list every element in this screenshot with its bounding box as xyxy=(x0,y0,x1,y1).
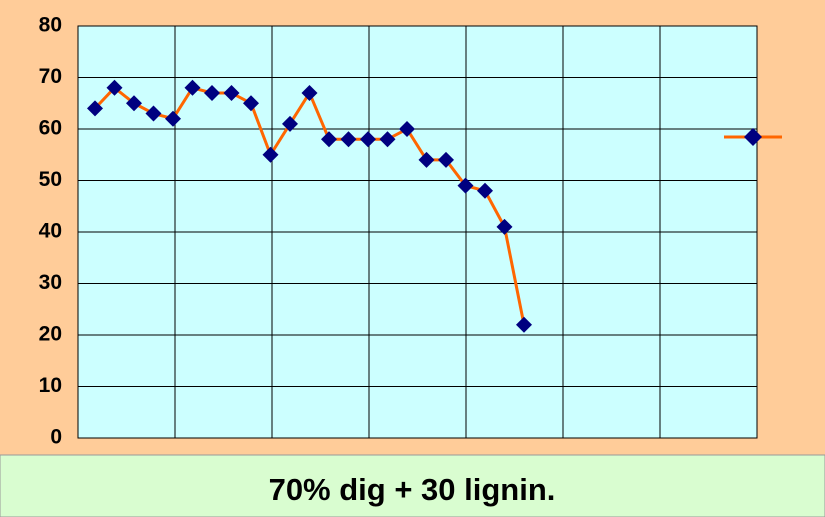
y-tick-label: 80 xyxy=(39,14,62,37)
marker xyxy=(145,105,162,122)
y-tick-label: 60 xyxy=(39,117,62,140)
marker xyxy=(204,84,220,101)
marker xyxy=(496,218,513,235)
marker xyxy=(418,151,435,168)
marker xyxy=(87,100,103,117)
legend-marker xyxy=(744,128,762,146)
marker xyxy=(126,95,142,112)
marker xyxy=(184,79,201,96)
marker xyxy=(340,131,357,148)
caption-box xyxy=(0,454,825,517)
marker xyxy=(321,131,337,148)
marker xyxy=(360,131,376,148)
y-tick-label: 0 xyxy=(50,426,62,449)
y-tick-label: 20 xyxy=(39,323,62,346)
marker xyxy=(457,177,474,194)
marker xyxy=(165,110,181,127)
marker xyxy=(477,182,493,199)
marker xyxy=(243,95,259,112)
y-tick-label: 10 xyxy=(39,374,62,397)
y-tick-label: 70 xyxy=(39,65,62,88)
marker xyxy=(262,146,279,163)
y-tick-label: 50 xyxy=(39,168,62,191)
y-tick-label: 40 xyxy=(39,220,62,243)
marker xyxy=(282,115,298,132)
marker xyxy=(379,131,396,148)
caption: 70% dig + 30 lignin. xyxy=(269,472,556,507)
marker xyxy=(301,84,318,101)
marker xyxy=(223,84,240,101)
y-tick-label: 30 xyxy=(39,271,62,294)
marker xyxy=(399,121,415,137)
marker xyxy=(516,316,532,333)
marker xyxy=(438,151,454,168)
marker xyxy=(106,79,123,96)
